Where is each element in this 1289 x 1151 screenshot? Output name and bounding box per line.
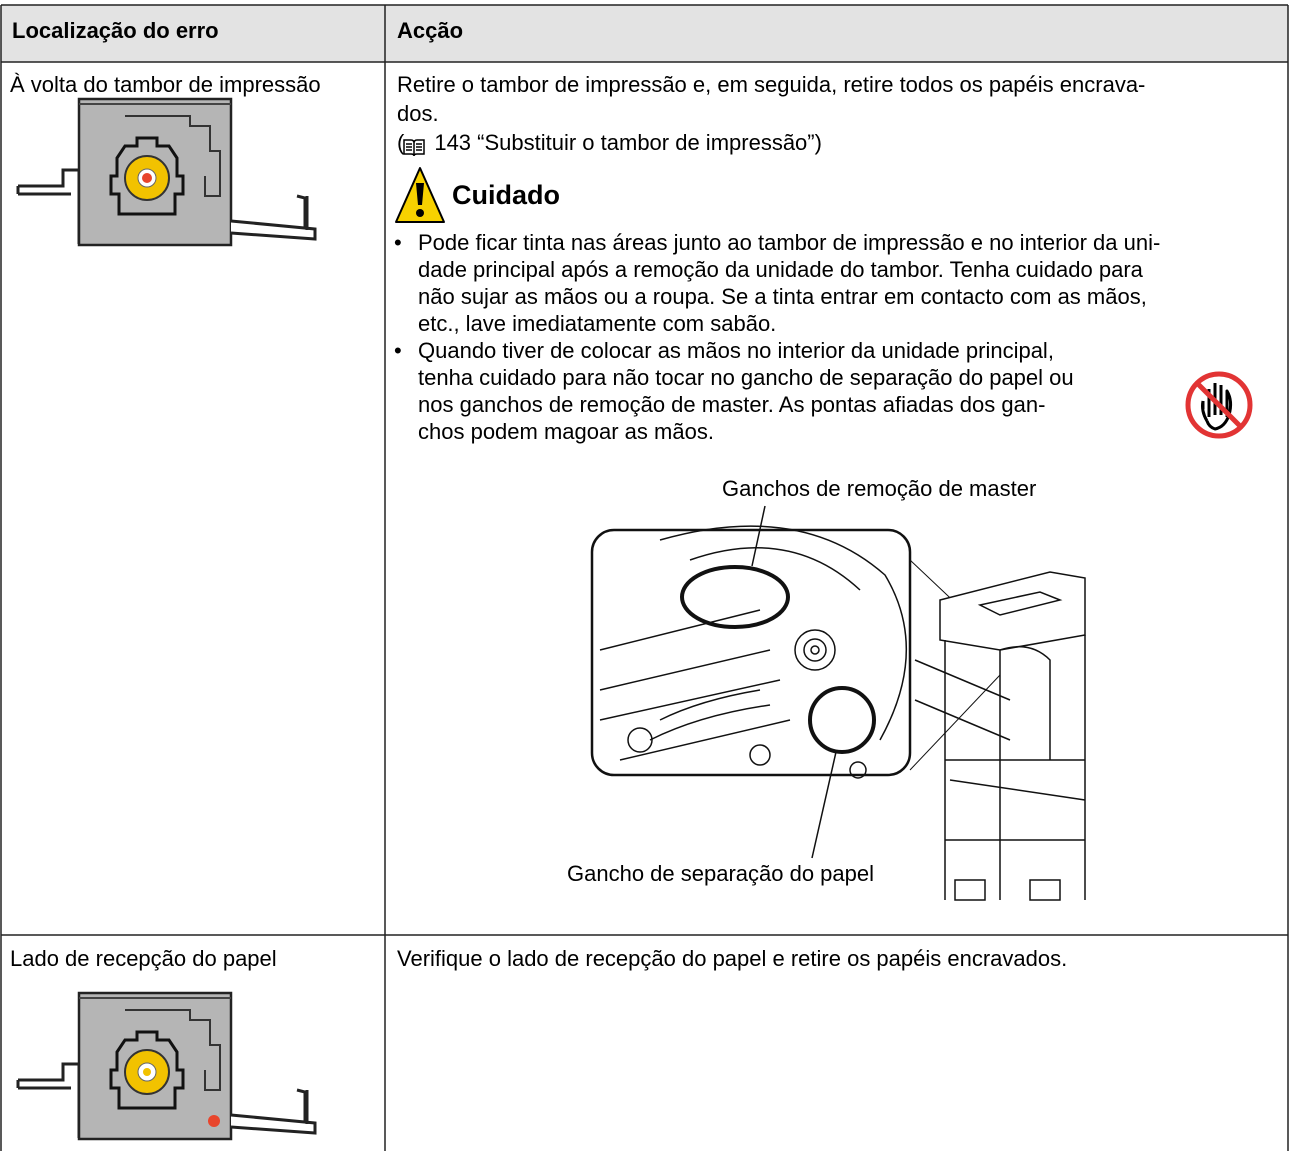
text-line: Verifique o lado de recepção do papel e … — [397, 946, 1068, 971]
text-line: dos. — [397, 101, 439, 126]
header-action: Acção — [397, 18, 464, 43]
figure-label: Ganchos de remoção de master — [722, 476, 1037, 501]
bullet-item: Pode ficar tinta nas áreas junto ao tamb… — [392, 229, 1160, 337]
text-line: tenha cuidado para não tocar no gancho d… — [418, 365, 1074, 390]
caution-title: Cuidado — [452, 180, 560, 210]
ref-open: ( — [397, 130, 405, 155]
reference: (143 “Substituir o tambor de impressão”) — [397, 128, 822, 157]
text-line: nos ganchos de remoção de master. As pon… — [418, 392, 1046, 417]
header-location: Localização do erro — [12, 18, 219, 43]
action-text: Retire o tambor de impressão e, em segui… — [397, 70, 1145, 128]
text-line: Pode ficar tinta nas áreas junto ao tamb… — [418, 230, 1161, 255]
text-line: chos podem magoar as mãos. — [418, 419, 714, 444]
text-line: etc., lave imediatamente com sabão. — [418, 311, 777, 336]
bullet-item: Quando tiver de colocar as mãos no inter… — [392, 337, 1160, 445]
text-line: Quando tiver de colocar as mãos no inter… — [418, 338, 1054, 363]
text-line: dade principal após a remoção da unidade… — [418, 257, 1143, 282]
location: Lado de recepção do papel — [10, 946, 277, 971]
figure-label: Gancho de separação do papel — [567, 861, 875, 886]
ref-text[interactable]: 143 “Substituir o tambor de impressão”) — [434, 130, 822, 155]
location: À volta do tambor de impressão — [10, 72, 321, 97]
text-line: não sujar as mãos ou a roupa. Se a tinta… — [418, 284, 1147, 309]
caution-list: Pode ficar tinta nas áreas junto ao tamb… — [392, 229, 1160, 445]
action-text: Verifique o lado de recepção do papel e … — [397, 944, 1067, 973]
text-line: Retire o tambor de impressão e, em segui… — [397, 72, 1146, 97]
